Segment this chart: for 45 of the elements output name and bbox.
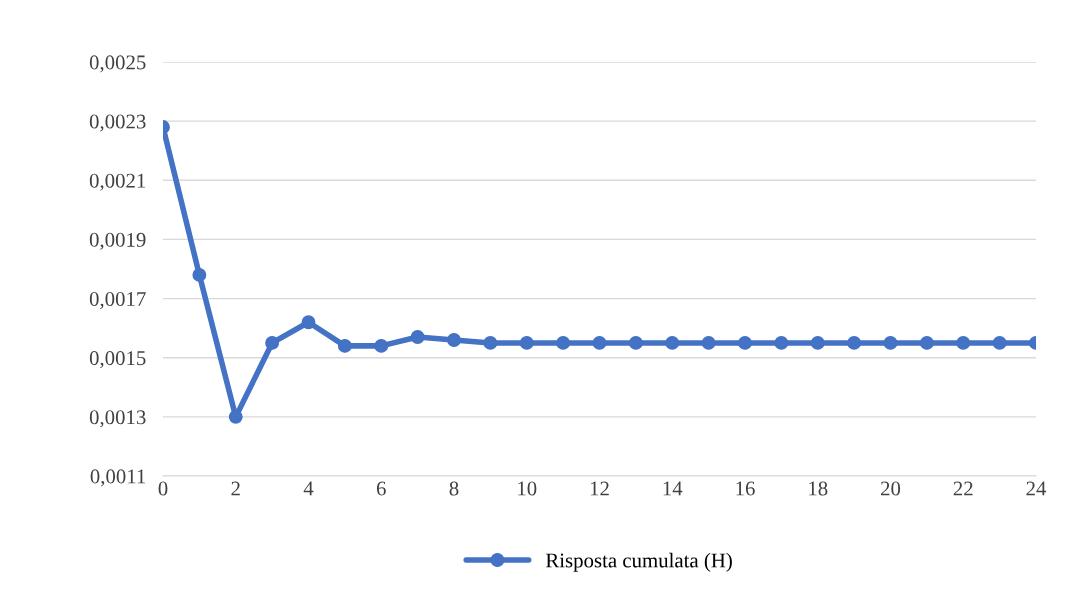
point <box>228 409 243 424</box>
y-tick-label: 0,0017 <box>89 291 146 309</box>
x-tick-label: 8 <box>449 481 459 496</box>
x-tick-label: 12 <box>590 481 609 496</box>
point <box>374 338 389 353</box>
y-tick-label: 0,0013 <box>89 410 146 428</box>
point <box>628 335 643 350</box>
x-tick-label: 16 <box>736 481 755 496</box>
point <box>301 315 316 330</box>
x-tick-label: 20 <box>881 481 901 496</box>
point <box>774 335 789 350</box>
y-tick-label: 0,0011 <box>90 469 146 487</box>
point <box>447 333 461 347</box>
y-tick-label: 0,0019 <box>89 232 146 250</box>
point <box>847 335 862 350</box>
x-tick-label: 6 <box>376 481 386 496</box>
point <box>701 335 716 350</box>
point <box>665 335 680 350</box>
x-tick-label: 18 <box>809 481 828 496</box>
y-tick-label: 0,0025 <box>89 55 146 73</box>
x-tick-label: 10 <box>518 481 537 496</box>
point <box>592 335 607 350</box>
point <box>883 335 898 350</box>
x-tick-label: 0 <box>158 481 168 496</box>
x-tick-label: 14 <box>663 481 683 496</box>
point <box>810 335 825 350</box>
x-tick-label: 2 <box>231 481 240 496</box>
legend-label: Risposta cumulata (H) <box>545 552 732 572</box>
point <box>738 335 752 350</box>
point <box>956 335 971 350</box>
y-tick-label: 0,0021 <box>89 173 146 191</box>
point <box>265 335 280 350</box>
point <box>919 335 934 350</box>
point <box>519 335 534 350</box>
point <box>992 335 1007 350</box>
point <box>483 335 498 350</box>
point <box>556 335 571 350</box>
y-tick-label: 0,0023 <box>89 114 146 132</box>
point <box>192 267 207 282</box>
y-tick-label: 0,0015 <box>89 351 146 369</box>
x-tick-label: 24 <box>1026 481 1047 496</box>
x-tick-label: 22 <box>953 481 973 496</box>
point <box>337 338 352 353</box>
x-tick-label: 4 <box>303 481 314 496</box>
point <box>410 330 425 344</box>
